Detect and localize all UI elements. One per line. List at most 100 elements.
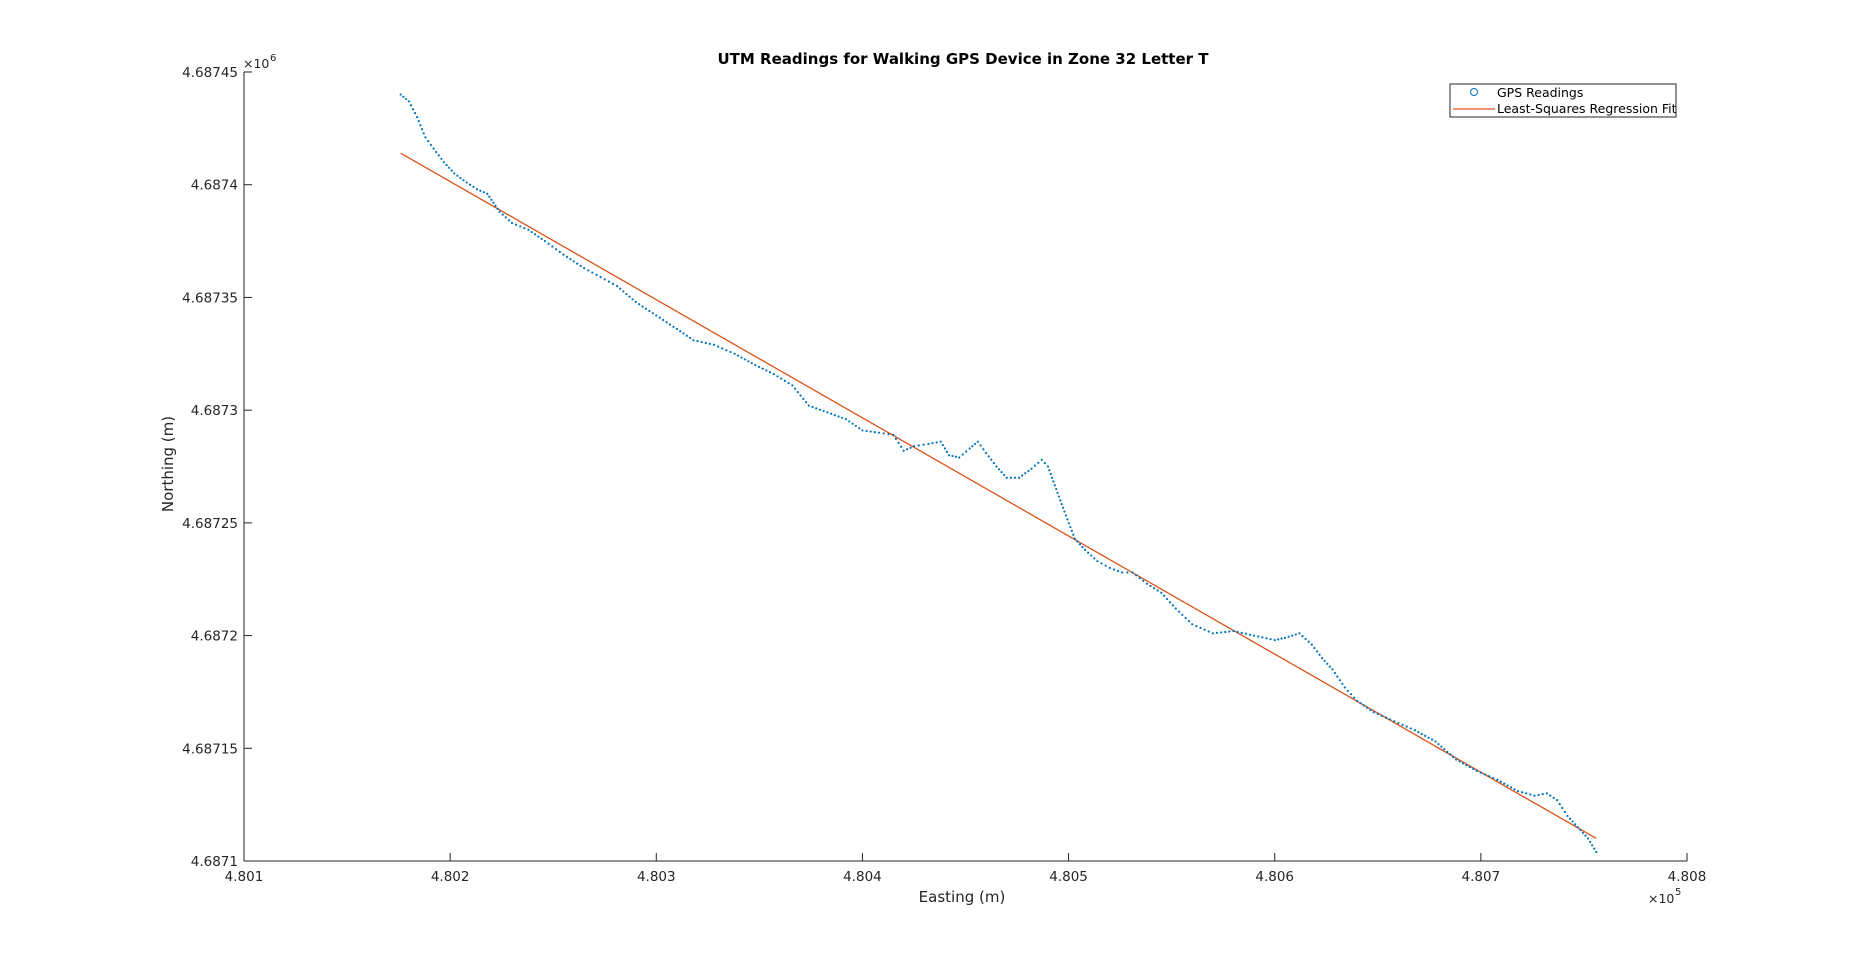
gps-reading-point bbox=[427, 140, 430, 143]
gps-reading-point bbox=[1043, 462, 1046, 465]
gps-reading-point bbox=[1063, 510, 1066, 513]
gps-reading-point bbox=[1574, 823, 1577, 826]
gps-reading-point bbox=[1017, 476, 1021, 479]
x-tick-label: 4.807 bbox=[1462, 869, 1501, 885]
gps-reading-point bbox=[492, 201, 495, 204]
gps-reading-point bbox=[616, 285, 619, 288]
gps-reading-point bbox=[992, 462, 995, 465]
gps-reading-point bbox=[1244, 632, 1247, 635]
gps-reading-point bbox=[1067, 522, 1070, 525]
gps-reading-point bbox=[1013, 476, 1017, 479]
gps-reading-point bbox=[1283, 636, 1287, 639]
gps-reading-point bbox=[1096, 560, 1099, 563]
gps-reading-point bbox=[826, 411, 829, 414]
gps-reading-point bbox=[1413, 729, 1416, 732]
gps-reading-point bbox=[1021, 474, 1024, 477]
gps-reading-point bbox=[793, 387, 797, 390]
gps-reading-point bbox=[708, 342, 711, 345]
gps-reading-point bbox=[1310, 643, 1313, 646]
gps-reading-point bbox=[1145, 582, 1149, 585]
gps-reading-point bbox=[1499, 780, 1502, 783]
gps-reading-point bbox=[1427, 736, 1430, 739]
gps-reading-point bbox=[1549, 794, 1552, 797]
gps-reading-point bbox=[1420, 732, 1423, 736]
gps-reading-point bbox=[1430, 738, 1434, 741]
gps-reading-point bbox=[922, 443, 925, 446]
gps-reading-point bbox=[1003, 473, 1006, 477]
gps-reading-point bbox=[1328, 665, 1331, 668]
gps-reading-point bbox=[1452, 755, 1455, 759]
gps-reading-point bbox=[1558, 802, 1561, 806]
gps-reading-point bbox=[448, 166, 451, 169]
gps-reading-point bbox=[658, 316, 661, 319]
gps-reading-point bbox=[411, 108, 415, 111]
gps-reading-point bbox=[1121, 571, 1124, 574]
gps-reading-point bbox=[799, 394, 802, 397]
gps-reading-point bbox=[523, 227, 526, 230]
gps-reading-point bbox=[941, 443, 944, 447]
gps-reading-point bbox=[807, 404, 810, 407]
gps-reading-point bbox=[1356, 699, 1359, 703]
regression-fit-line bbox=[400, 152, 1597, 840]
gps-reading-point bbox=[1248, 633, 1252, 636]
gps-reading-point bbox=[1492, 776, 1495, 780]
gps-reading-point bbox=[1468, 765, 1471, 769]
plot-area bbox=[399, 93, 1598, 854]
gps-reading-point bbox=[504, 216, 507, 219]
y-tick-label: 4.68745 bbox=[182, 65, 238, 81]
gps-reading-point bbox=[1541, 793, 1544, 796]
gps-reading-point bbox=[622, 290, 625, 293]
legend-gps-label: GPS Readings bbox=[1497, 85, 1583, 100]
y-tick-label: 4.6871 bbox=[191, 854, 238, 870]
gps-reading-point bbox=[757, 365, 761, 368]
gps-reading-point bbox=[1589, 840, 1592, 843]
gps-reading-point bbox=[1177, 610, 1181, 613]
gps-reading-point bbox=[945, 450, 949, 453]
gps-reading-point bbox=[537, 235, 540, 238]
gps-reading-point bbox=[811, 405, 814, 409]
gps-reading-point bbox=[482, 191, 485, 194]
y-axis-exponent: ×10 6 bbox=[243, 53, 276, 71]
gps-reading-point bbox=[1380, 714, 1384, 717]
gps-reading-point bbox=[1224, 630, 1227, 634]
gps-reading-point bbox=[1009, 476, 1012, 479]
gps-reading-point bbox=[1078, 543, 1082, 546]
gps-reading-point bbox=[422, 132, 425, 135]
gps-reading-point bbox=[750, 362, 753, 365]
gps-reading-point bbox=[1568, 817, 1572, 820]
gps-reading-point bbox=[815, 407, 818, 410]
gps-reading-point bbox=[472, 185, 475, 189]
gps-reading-point bbox=[437, 154, 440, 157]
gps-reading-point bbox=[1503, 782, 1506, 785]
gps-reading-point bbox=[579, 264, 582, 267]
gps-reading-point bbox=[783, 379, 787, 382]
gps-reading-point bbox=[837, 415, 840, 418]
gps-reading-point bbox=[1232, 629, 1235, 633]
gps-reading-point bbox=[424, 136, 427, 139]
gps-reading-point bbox=[1506, 784, 1509, 787]
gps-reading-point bbox=[1033, 464, 1037, 467]
gps-reading-point bbox=[997, 468, 1001, 471]
gps-reading-point bbox=[1533, 794, 1536, 797]
gps-reading-point bbox=[1000, 471, 1003, 474]
gps-reading-point bbox=[796, 391, 799, 394]
gps-reading-point bbox=[1437, 742, 1440, 746]
gps-reading-point bbox=[1005, 476, 1008, 479]
legend-gps-marker bbox=[1470, 88, 1478, 96]
x-tick-label: 4.805 bbox=[1049, 869, 1088, 885]
gps-reading-point bbox=[1069, 525, 1072, 529]
gps-reading-point bbox=[909, 446, 912, 449]
gps-reading-point bbox=[399, 93, 402, 96]
gps-reading-point bbox=[776, 375, 779, 378]
gps-reading-point bbox=[882, 432, 885, 435]
gps-reading-point bbox=[772, 372, 775, 376]
x-tick-label: 4.804 bbox=[843, 869, 882, 885]
gps-reading-point bbox=[1397, 721, 1400, 725]
gps-reading-point bbox=[1384, 716, 1388, 719]
gps-reading-point bbox=[1336, 675, 1339, 678]
gps-reading-point bbox=[421, 128, 424, 131]
gps-reading-point bbox=[1181, 613, 1184, 616]
gps-reading-point bbox=[450, 169, 453, 172]
gps-reading-point bbox=[943, 447, 946, 450]
x-tick-label: 4.806 bbox=[1255, 869, 1294, 885]
